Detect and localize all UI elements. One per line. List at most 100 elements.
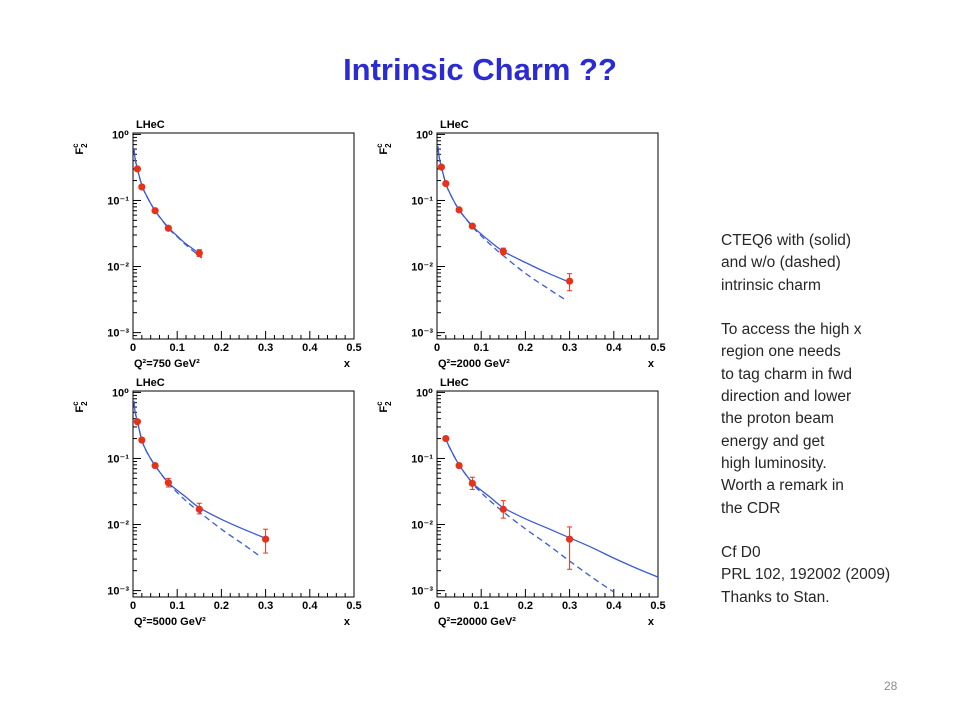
x-tick-label: 0 [130,600,136,612]
x-tick-label: 0.2 [518,342,533,354]
y-axis-label-base: F [74,148,86,155]
error-bar [567,526,573,570]
x-tick-label: 0.1 [474,342,489,354]
plot-contents [133,148,203,259]
chart-title: LHeC [136,119,165,131]
x-tick-label: 0 [434,600,440,612]
curve-dashed [443,435,615,593]
x-tick-label: 0.3 [562,342,577,354]
y-axis-label-superscript: c [375,143,384,148]
notes-text: CTEQ6 with (solid) and w/o (dashed) intr… [721,230,946,631]
plot-frame [436,132,659,340]
y-axis-label-superscript: c [71,143,80,148]
q2-annotation: Q²=20000 GeV² [438,616,516,628]
y-axis-label-subscript: 2 [384,401,393,406]
q2-annotation: Q²=2000 GeV² [438,358,510,370]
curve-dashed [133,400,262,558]
y-axis-label-subscript: 2 [80,143,89,148]
data-point [468,479,476,487]
data-point [442,180,450,188]
x-axis-label: x [648,358,655,370]
q2-annotation: Q²=750 GeV² [134,358,200,370]
y-axis-label: Fc2 [71,401,89,413]
plot-frame [132,390,355,598]
x-tick-label: 0.3 [562,600,577,612]
chart-title: LHeC [440,119,469,131]
data-point [151,207,159,215]
y-axis-label-base: F [378,148,390,155]
data-point [195,249,203,257]
y-tick-label: 10⁻¹ [411,453,433,465]
notes-line: Cf D0 [721,544,761,562]
y-axis-label: Fc2 [71,143,89,155]
x-tick-label: 0.4 [606,342,622,354]
notes-line: Worth a remark in [721,477,844,495]
x-axis-label: x [344,616,351,628]
x-tick-label: 0.5 [346,600,361,612]
chart-q2-20000: 10⁰ 10⁻¹ 10⁻² 10⁻³0 0.1 0.2 0.3 0.4 0.5 LHeC Fc2 Q²… [375,377,666,628]
y-tick-label: 10⁻² [107,520,129,532]
chart-title: LHeC [136,377,165,389]
data-point [468,222,476,230]
curve-solid [443,435,658,578]
slide-title: Intrinsic Charm ?? [343,52,617,87]
data-point [164,479,172,487]
y-axis-label-superscript: c [375,401,384,406]
plot-contents [437,146,574,302]
notes-line: the proton beam [721,410,834,428]
y-axis-label: Fc2 [375,143,393,155]
y-tick-label: 10⁻¹ [107,195,129,207]
notes-line: direction and lower [721,388,852,406]
y-tick-label: 10⁰ [416,387,433,399]
data-point [566,535,574,543]
plot-frame [436,390,659,598]
x-tick-label: 0.4 [606,600,622,612]
data-point [164,224,172,232]
x-tick-label: 0 [130,342,136,354]
x-tick-label: 0.2 [214,600,229,612]
chart-q2-2000: 10⁰ 10⁻¹ 10⁻² 10⁻³0 0.1 0.2 0.3 0.4 0.5 LHeC Fc2 Q²… [375,119,666,370]
x-axis-label: x [648,616,655,628]
y-axis-label-superscript: c [71,401,80,406]
chart-q2-750: 10⁰ 10⁻¹ 10⁻² 10⁻³0 0.1 0.2 0.3 0.4 0.5 LHeC Fc2 Q²… [71,119,362,370]
data-point [566,277,574,285]
curve-dashed [133,148,203,259]
notes-line: Thanks to Stan. [721,588,830,606]
plot-area: 10⁰ 10⁻¹ 10⁻² 10⁻³0 0.1 0.2 0.3 0.4 0.5 LHeC Fc2 Q²… [71,119,362,370]
notes-line: To access the high x [721,321,862,339]
x-tick-label: 0.1 [170,342,185,354]
notes-line: to tag charm in fwd [721,365,852,383]
notes-line: energy and get [721,432,825,450]
x-tick-label: 0.5 [650,342,665,354]
data-point [442,434,450,443]
y-tick-label: 10⁰ [112,387,129,399]
y-tick-label: 10⁻³ [107,586,129,598]
q2-annotation: Q²=5000 GeV² [134,616,206,628]
notes-line: the CDR [721,499,781,517]
data-point [499,247,507,255]
data-point [133,165,142,173]
x-tick-label: 0.3 [258,600,273,612]
y-tick-label: 10⁻² [411,262,433,274]
notes-line: CTEQ6 with (solid) [721,232,852,249]
notes-line: and w/o (dashed) [721,254,841,272]
data-point [138,183,146,191]
plot-area: 10⁰ 10⁻¹ 10⁻² 10⁻³0 0.1 0.2 0.3 0.4 0.5 LHeC Fc2 Q²… [375,119,666,370]
y-tick-label: 10⁰ [416,129,433,141]
y-axis-label-base: F [74,406,86,413]
notes-paragraph-legend: CTEQ6 with (solid) and w/o (dashed) intr… [721,230,946,297]
y-tick-label: 10⁻¹ [107,453,129,465]
y-tick-label: 10⁻² [107,262,129,274]
y-tick-label: 10⁻³ [107,328,129,340]
x-tick-label: 0.4 [302,600,318,612]
y-axis-label-subscript: 2 [80,401,89,406]
y-axis-label-base: F [378,406,390,413]
y-tick-label: 10⁻³ [411,586,433,598]
y-tick-label: 10⁻³ [411,328,433,340]
data-point [437,163,446,171]
notes-line: intrinsic charm [721,276,821,294]
plot-area: 10⁰ 10⁻¹ 10⁻² 10⁻³0 0.1 0.2 0.3 0.4 0.5 LHeC Fc2 Q²… [375,377,666,628]
y-tick-label: 10⁰ [112,129,129,141]
data-point [499,505,507,513]
curve-solid [133,400,266,539]
